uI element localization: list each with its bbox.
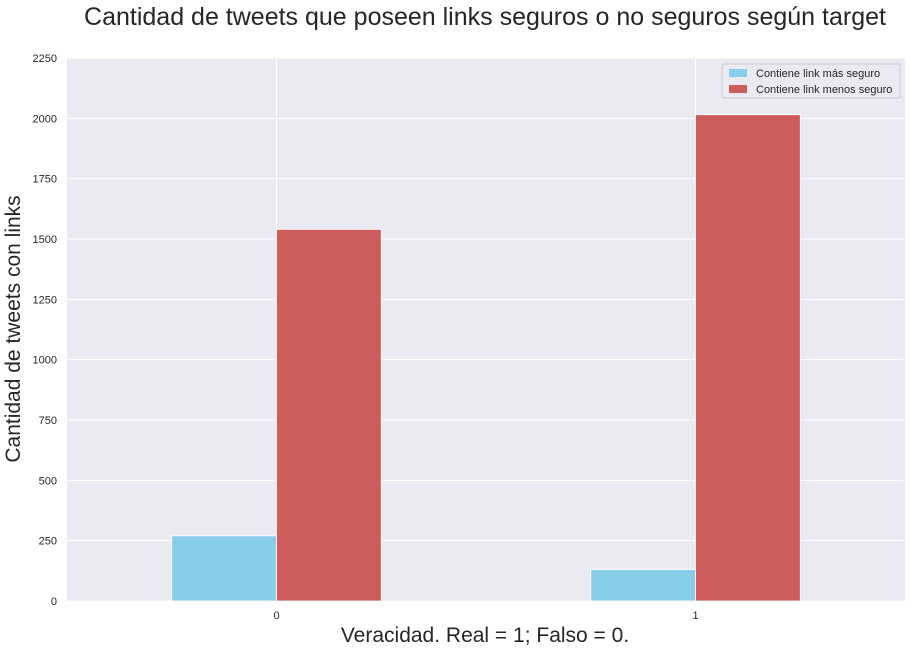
- y-tick-labels: 0 250 500 750 1000 1250 1500 1750 2000 2250: [33, 53, 57, 608]
- x-tick-label-0: 0: [273, 610, 279, 622]
- y-tick-label-8: 2000: [33, 113, 57, 125]
- chart-title: Cantidad de tweets que poseen links segu…: [84, 3, 886, 31]
- x-tick-label-1: 1: [692, 610, 698, 622]
- legend-label-1: Contiene link menos seguro: [756, 84, 892, 96]
- bar-series-0-cat-0: [171, 535, 277, 602]
- y-tick-label-3: 750: [39, 415, 57, 427]
- x-axis-label: Veracidad. Real = 1; Falso = 0.: [341, 624, 629, 647]
- bar-series-1-cat-1: [695, 114, 801, 602]
- legend-box: [721, 63, 901, 99]
- y-tick-label-7: 1750: [33, 174, 57, 186]
- y-axis-label: Cantidad de tweets con links: [2, 195, 25, 462]
- y-tick-label-4: 1000: [33, 355, 57, 367]
- y-tick-label-6: 1500: [33, 234, 57, 246]
- y-tick-label-9: 2250: [33, 53, 57, 65]
- bar-series-1-cat-0: [276, 228, 382, 602]
- y-tick-label-5: 1250: [33, 294, 57, 306]
- bars: [171, 114, 801, 602]
- bar-series-0-cat-1: [590, 569, 696, 602]
- legend-swatch-1: [729, 85, 747, 93]
- y-tick-label-1: 250: [39, 536, 57, 548]
- legend-swatch-0: [729, 69, 747, 77]
- legend-label-0: Contiene link más seguro: [756, 68, 880, 80]
- y-tick-label-0: 0: [51, 596, 57, 608]
- legend: Contiene link más seguro Contiene link m…: [721, 63, 901, 99]
- y-tick-label-2: 500: [39, 475, 57, 487]
